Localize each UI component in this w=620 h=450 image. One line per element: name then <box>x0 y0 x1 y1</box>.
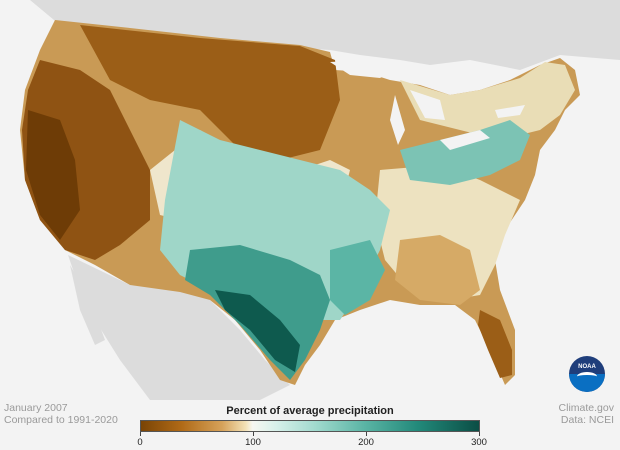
dry-coast <box>26 110 80 240</box>
legend-title: Percent of average precipitation <box>226 405 394 417</box>
footer-credits: Climate.gov Data: NCEI <box>559 402 614 426</box>
great-lakes <box>330 60 525 150</box>
dry-southeast <box>395 235 480 305</box>
mexico-land <box>68 255 290 400</box>
legend-tick-label: 200 <box>358 437 374 448</box>
credit-data: Data: NCEI <box>560 414 614 426</box>
legend-tick-mark <box>479 432 480 436</box>
logo-text: NOAA <box>578 364 596 370</box>
legend-tick-label: 100 <box>245 437 261 448</box>
footer-period-info: January 2007 Compared to 1991-2020 <box>4 402 118 426</box>
legend-tick-mark <box>140 432 141 436</box>
period-label: January 2007 <box>4 402 68 414</box>
map-panel <box>20 0 620 400</box>
very-wet-texas <box>215 290 300 372</box>
credit-source: Climate.gov <box>558 402 614 414</box>
legend-tick-label: 0 <box>137 437 143 448</box>
dry-north <box>80 25 340 160</box>
legend-color-bar <box>140 420 480 432</box>
legend-tick-mark <box>366 432 367 436</box>
wet-ohio <box>400 120 530 185</box>
gull-icon <box>577 372 597 381</box>
baja-peninsula <box>70 265 105 345</box>
wet-gulf <box>330 240 385 315</box>
neutral-northeast <box>400 62 575 140</box>
dry-florida <box>478 310 512 378</box>
legend-tick-label: 300 <box>471 437 487 448</box>
legend-tick-mark <box>253 432 254 436</box>
baseline-label: Compared to 1991-2020 <box>4 414 118 426</box>
canada-land <box>30 0 620 70</box>
noaa-logo: NOAA <box>569 356 605 392</box>
precipitation-map <box>20 0 620 400</box>
